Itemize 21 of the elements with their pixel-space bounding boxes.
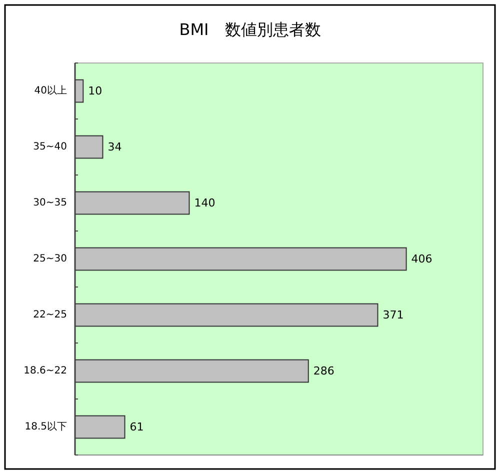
bar bbox=[74, 135, 104, 159]
y-tick-label: 25~30 bbox=[33, 254, 67, 264]
data-label: 10 bbox=[88, 84, 102, 98]
y-tick-label: 35~40 bbox=[33, 142, 67, 152]
data-label: 34 bbox=[108, 140, 122, 154]
data-label: 61 bbox=[130, 420, 144, 434]
y-tick-label: 40以上 bbox=[34, 84, 67, 96]
data-label: 140 bbox=[194, 196, 216, 210]
data-label: 286 bbox=[313, 364, 334, 378]
y-tick-label: 22~25 bbox=[33, 310, 67, 320]
bar bbox=[74, 191, 190, 215]
data-label: 371 bbox=[382, 308, 404, 322]
y-tick-label: 30~35 bbox=[33, 198, 67, 208]
bar bbox=[74, 359, 309, 383]
chart-title: BMI 数値別患者数 bbox=[179, 20, 321, 39]
bar bbox=[74, 247, 407, 271]
y-tick-label: 18.5以下 bbox=[24, 420, 67, 432]
y-tick-label: 18.6~22 bbox=[24, 366, 67, 376]
bar bbox=[74, 415, 126, 439]
bar bbox=[74, 303, 378, 327]
data-label: 406 bbox=[411, 252, 432, 266]
